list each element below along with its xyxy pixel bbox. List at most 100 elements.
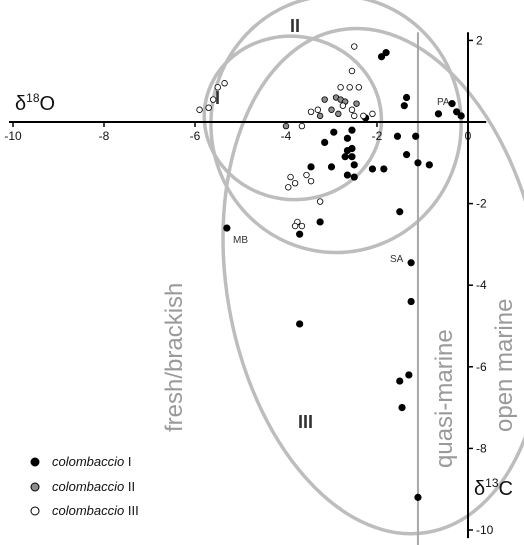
data-point-colombaccio-i (457, 112, 465, 120)
data-point-colombaccio-i (393, 132, 402, 140)
data-point-colombaccio-i (425, 161, 433, 169)
data-point-colombaccio-i (296, 320, 304, 328)
data-point-colombaccio-iii (298, 122, 306, 130)
data-point-colombaccio-i (407, 297, 415, 306)
data-point-colombaccio-i (414, 493, 422, 501)
data-point-colombaccio-iii (221, 80, 228, 87)
sample-label-sa: SA (390, 254, 404, 265)
data-point-colombaccio-iii (369, 110, 376, 118)
legend-marker-colombaccio-ii (30, 482, 40, 492)
x-tick-label: -8 (99, 129, 110, 143)
x-axis-title: δ18O (15, 91, 55, 115)
data-point-colombaccio-i (402, 151, 411, 159)
data-point-colombaccio-iii (348, 106, 356, 113)
data-point-colombaccio-i (448, 100, 456, 108)
data-point-colombaccio-iii (209, 96, 217, 103)
axes: -10 -8 -6 -4 -2 0 2 -2 -4 -6 -8 -10 (4, 32, 494, 539)
data-point-colombaccio-ii (282, 122, 290, 130)
data-point-colombaccio-i (398, 404, 406, 412)
data-point-colombaccio-i (348, 144, 356, 153)
data-point-colombaccio-i (307, 163, 315, 171)
legend-marker-colombaccio-i (30, 457, 40, 467)
data-point-colombaccio-i (348, 153, 356, 161)
data-point-colombaccio-i (453, 108, 461, 116)
data-point-colombaccio-iii (355, 84, 362, 91)
zone-label-quasi-marine: quasi-marine (431, 329, 458, 468)
x-tick-label: -2 (372, 129, 383, 143)
sample-label-mb: MB (233, 235, 248, 246)
y-tick-label: -4 (476, 278, 487, 292)
data-point-colombaccio-i (348, 126, 356, 134)
data-point-colombaccio-iii (351, 43, 358, 50)
data-point-colombaccio-iii (337, 84, 344, 91)
data-point-colombaccio-i (321, 138, 329, 146)
y-tick-label: -8 (476, 441, 487, 455)
data-point-colombaccio-i (368, 165, 377, 173)
data-point-colombaccio-ii (335, 110, 342, 118)
data-point-colombaccio-i (330, 128, 338, 136)
data-point-colombaccio-i (414, 159, 422, 167)
sample-label-pa: PA (437, 97, 450, 108)
data-point-colombaccio-iii (316, 198, 324, 205)
data-point-colombaccio-iii (314, 106, 322, 113)
data-point-colombaccio-i (412, 132, 420, 140)
y-tick-label: -6 (476, 360, 487, 374)
y-tick-label: -2 (476, 197, 487, 211)
legend-label-colombaccio-ii: colombaccio II (52, 479, 135, 494)
data-point-colombaccio-i (350, 173, 358, 181)
data-point-colombaccio-ii (353, 100, 360, 107)
group-label-iii: III (298, 412, 313, 432)
data-point-colombaccio-i (434, 110, 443, 118)
data-point-colombaccio-i (402, 93, 411, 102)
data-point-colombaccio-i (407, 259, 415, 267)
legend-marker-colombaccio-iii (30, 506, 40, 516)
group-label-i: I (215, 88, 220, 108)
x-tick-label: 0 (465, 129, 472, 143)
data-point-colombaccio-iii (307, 108, 315, 115)
data-point-colombaccio-i (400, 102, 408, 110)
y-axis-title: δ13C (474, 476, 513, 500)
x-tick-label: -10 (4, 129, 22, 143)
y-tick-label: -10 (476, 523, 494, 537)
x-tick-label: -6 (190, 129, 201, 143)
data-point-colombaccio-iii (196, 106, 203, 113)
data-point-colombaccio-i (405, 371, 413, 379)
ellipse-group-i (202, 34, 384, 202)
data-point-colombaccio-iii (291, 179, 299, 187)
x-tick-label: -4 (281, 129, 292, 143)
ellipse-group-ii (209, 0, 463, 255)
data-point-colombaccio-iii (339, 102, 347, 109)
group-label-ii: II (290, 16, 300, 36)
data-point-colombaccio-iii (291, 222, 299, 230)
data-point-colombaccio-i (396, 208, 404, 216)
data-point-colombaccio-i (296, 230, 304, 238)
data-point-colombaccio-iii (351, 112, 358, 120)
data-point-colombaccio-ii (316, 112, 324, 120)
data-point-colombaccio-iii (214, 84, 221, 91)
data-point-colombaccio-iii (205, 104, 212, 111)
data-point-colombaccio-i (341, 153, 349, 161)
data-point-colombaccio-i (343, 134, 352, 142)
data-point-colombaccio-i (377, 53, 386, 61)
data-point-colombaccio-iii (360, 112, 367, 120)
data-point-colombaccio-i (380, 165, 388, 173)
data-point-colombaccio-iii (348, 67, 356, 75)
data-point-colombaccio-iii (307, 177, 315, 185)
group-ellipses (202, 0, 524, 536)
data-point-colombaccio-ii (321, 96, 328, 103)
legend: colombaccio I colombaccio II colombaccio… (30, 454, 139, 518)
y-tick-label: 2 (476, 33, 483, 47)
data-point-colombaccio-i (327, 163, 336, 171)
data-point-colombaccio-iii (287, 173, 294, 181)
legend-label-colombaccio-i: colombaccio I (52, 454, 132, 469)
data-point-colombaccio-iii (303, 171, 310, 179)
legend-label-colombaccio-iii: colombaccio III (52, 503, 139, 518)
data-point-colombaccio-i (223, 224, 231, 232)
data-point-colombaccio-i (343, 171, 352, 179)
data-point-colombaccio-i (396, 377, 404, 385)
data-point-colombaccio-iii (346, 84, 353, 91)
data-point-colombaccio-i (382, 49, 390, 57)
zone-label-fresh-brackish: fresh/brackish (161, 283, 188, 432)
ellipse-group-iii (221, 26, 524, 536)
data-points (196, 43, 465, 501)
